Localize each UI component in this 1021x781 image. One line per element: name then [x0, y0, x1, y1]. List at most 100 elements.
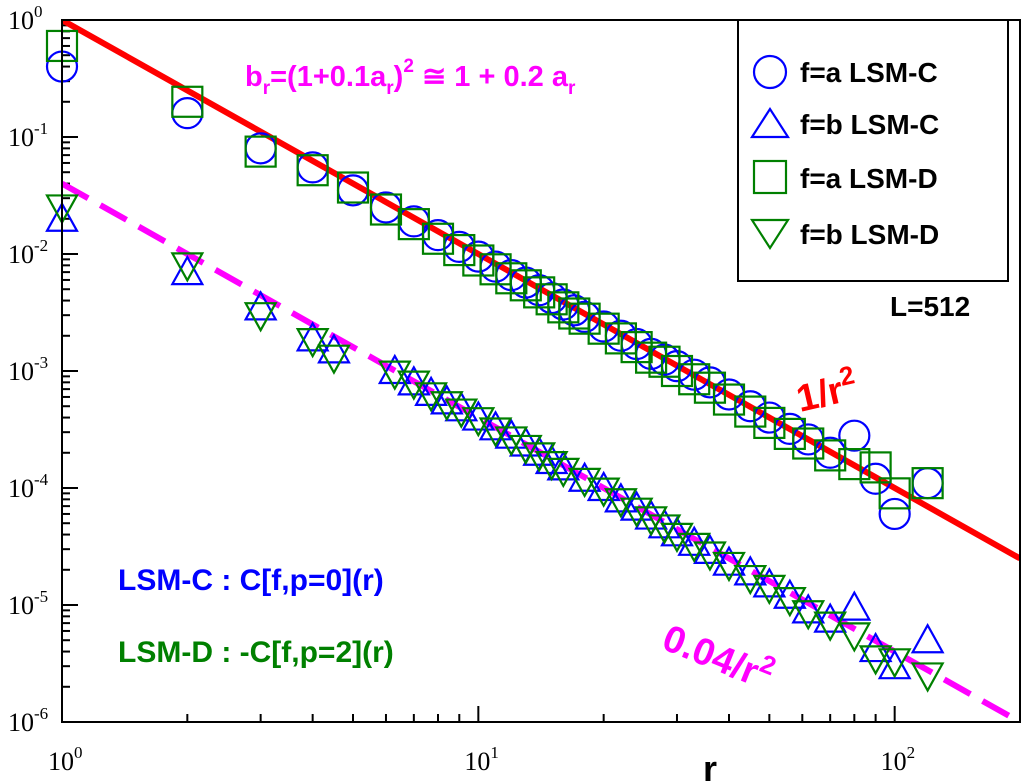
data-point-square: [648, 345, 681, 378]
relation-b: b: [245, 61, 263, 93]
data-point-triangle-up: [494, 418, 529, 449]
relation-end-sub: r: [568, 78, 576, 99]
data-point-square: [734, 395, 767, 428]
x-tick-exp: 2: [907, 743, 916, 762]
data-point-triangle-up: [733, 555, 768, 586]
plot-frame: [61, 19, 1021, 723]
series-triangle-down: [45, 194, 945, 693]
y-tick-base: 10: [8, 357, 34, 386]
relation-square: 2: [403, 56, 414, 77]
data-point-square: [660, 354, 694, 388]
y-tick-label: 10-5: [8, 587, 48, 620]
data-point-triangle-down: [660, 522, 694, 554]
relation-mid: =(1+0.1a: [270, 61, 387, 93]
data-point-triangle-down: [396, 370, 431, 401]
data-point-square: [878, 477, 911, 510]
y-tick-exp: -6: [34, 704, 48, 723]
data-point-triangle-down: [604, 488, 638, 519]
data-point-triangle-up: [396, 365, 431, 396]
y-tick-label: 10-6: [8, 704, 48, 737]
data-point-triangle-down: [522, 442, 557, 473]
data-point-triangle-down: [317, 344, 351, 375]
legend-marker-circle: [752, 54, 788, 90]
y-tick-exp: -4: [34, 470, 49, 489]
relation-b-sub: r: [263, 78, 271, 99]
data-point-circle: [878, 497, 911, 531]
definition-lsm-d: LSM-D : -C[f,p=2](r): [118, 636, 394, 669]
data-point-triangle-down: [567, 467, 602, 499]
x-tick-base: 10: [48, 747, 74, 776]
y-tick-base: 10: [8, 123, 34, 152]
data-point-triangle-up: [461, 400, 496, 431]
data-point-square: [462, 244, 495, 277]
data-point-square: [792, 427, 825, 460]
data-point-triangle-down: [478, 417, 513, 448]
system-size-label: L=512: [890, 291, 970, 322]
data-point-triangle-down: [877, 648, 912, 679]
y-tick-label: 10-2: [8, 236, 48, 269]
data-point-square: [336, 171, 370, 204]
data-point-circle: [838, 419, 871, 452]
data-point-triangle-up: [317, 333, 351, 364]
tick-marks: [61, 19, 1021, 723]
y-tick-label: 10-4: [8, 470, 49, 503]
data-point-triangle-up: [377, 353, 412, 385]
data-point-square: [296, 154, 329, 187]
data-point-triangle-down: [414, 382, 448, 413]
data-point-triangle-up: [295, 321, 330, 352]
data-point-triangle-up: [712, 545, 746, 576]
data-point-triangle-down: [461, 407, 496, 438]
data-point-triangle-down: [494, 426, 529, 457]
data-point-square: [171, 85, 204, 118]
data-point-triangle-down: [534, 451, 569, 482]
legend-marker-triangle-up: [749, 106, 791, 139]
data-point-triangle-down: [243, 302, 278, 333]
data-point-square: [753, 406, 786, 440]
data-point-triangle-down: [429, 391, 464, 422]
y-tick-label: 10-3: [8, 353, 48, 386]
legend-label-fb-lsmc: f=b LSM-C: [800, 109, 939, 140]
data-point-triangle-down: [444, 398, 479, 429]
legend-label-fa-lsmd: f=a LSM-D: [800, 163, 938, 194]
data-point-triangle-down: [813, 611, 848, 642]
data-point-triangle-down: [647, 514, 682, 545]
legend-label-fb-lsmd: f=b LSM-D: [800, 219, 939, 250]
x-tick-label: 100: [48, 743, 83, 776]
data-point-square: [838, 448, 871, 481]
x-tick-exp: 1: [490, 743, 499, 762]
data-point-triangle-up: [619, 490, 654, 521]
data-point-triangle-up: [772, 578, 807, 609]
data-point-triangle-down: [858, 645, 893, 676]
data-point-square: [814, 439, 847, 472]
data-point-triangle-down: [508, 434, 543, 466]
data-point-triangle-up: [546, 450, 581, 481]
x-tick-label: 102: [881, 743, 916, 776]
data-point-square: [421, 222, 455, 255]
data-point-triangle-up: [478, 410, 513, 441]
data-point-triangle-down: [677, 532, 712, 564]
series-square: [45, 29, 944, 510]
y-tick-base: 10: [8, 591, 34, 620]
data-point-triangle-up: [677, 525, 712, 556]
data-point-triangle-down: [693, 541, 727, 572]
y-tick-base: 10: [8, 474, 34, 503]
y-tick-exp: -1: [34, 119, 48, 138]
x-tick-exp: 0: [74, 743, 83, 762]
y-tick-label: 100: [8, 2, 43, 35]
y-tick-label: 10-1: [8, 119, 48, 152]
x-tick-base: 10: [881, 747, 907, 776]
data-point-square: [568, 302, 601, 335]
data-point-triangle-up: [243, 290, 278, 321]
relation-annotation: br=(1+0.1ar)2 ≅ 1 + 0.2 ar: [245, 56, 576, 99]
data-point-triangle-up: [586, 470, 621, 502]
data-point-square: [244, 135, 277, 168]
relation-a-sub: r: [386, 78, 394, 99]
data-point-triangle-up: [837, 590, 872, 621]
data-point-triangle-up: [567, 461, 602, 492]
legend-marker-triangle-down: [749, 218, 791, 251]
y-tick-exp: -2: [34, 236, 48, 255]
data-point-triangle-up: [910, 622, 945, 654]
data-point-triangle-down: [837, 622, 872, 653]
